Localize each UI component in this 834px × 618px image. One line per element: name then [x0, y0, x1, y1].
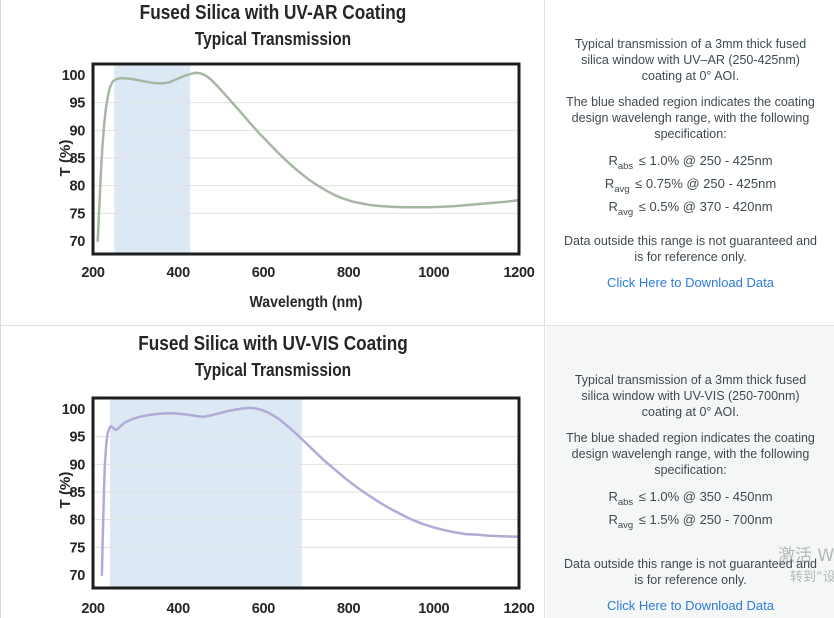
x-axis-tick-label: 1200 [503, 601, 534, 617]
panel-note: Data outside this range is not guarantee… [564, 557, 817, 588]
x-axis-label: Wavelength (nm) [249, 294, 363, 311]
spec-line: Rabs ≤ 1.0% @ 250 - 425nm [608, 153, 773, 172]
uv-vis-chart: Fused Silica with UV-VIS Coating Typical… [1, 326, 545, 618]
chart-subtitle: Typical Transmission [194, 29, 352, 49]
y-axis-tick-label: 90 [69, 123, 85, 139]
spec-line: Rabs ≤ 1.0% @ 350 - 450nm [608, 489, 773, 508]
uv-ar-transmission-plot: 70 75 80 85 90 95 100 200 400 600 800 1000 1200 [62, 62, 535, 281]
plot-frame [91, 62, 521, 256]
x-axis-tick-label: 400 [167, 601, 191, 617]
y-axis-tick-label: 70 [69, 234, 85, 250]
uv-ar-description-panel: Typical transmission of a 3mm thick fuse… [546, 0, 834, 325]
section-uv-ar: Fused Silica with UV-AR Coating Typical … [1, 0, 834, 326]
spec-line: Ravg ≤ 1.5% @ 250 - 700nm [608, 512, 773, 531]
spec-list: Rabs ≤ 1.0% @ 250 - 425nm Ravg ≤ 0.75% @ … [560, 152, 821, 221]
transmission-curve [96, 71, 521, 243]
x-axis-tick-label: 1200 [503, 265, 534, 281]
y-axis-tick-label: 100 [62, 68, 86, 84]
x-axis-tick-label: 200 [81, 265, 105, 281]
chart-title: Fused Silica with UV-AR Coating [139, 2, 407, 24]
spec-list: Rabs ≤ 1.0% @ 350 - 450nm Ravg ≤ 1.5% @ 2… [560, 488, 821, 534]
y-axis-tick-label: 70 [69, 568, 85, 584]
panel-paragraph: Typical transmission of a 3mm thick fuse… [574, 37, 807, 83]
uv-ar-chart: Fused Silica with UV-AR Coating Typical … [1, 0, 545, 325]
x-axis-tick-label: 200 [81, 601, 105, 617]
panel-paragraph: The blue shaded region indicates the coa… [566, 431, 815, 477]
y-axis-tick-label: 80 [69, 513, 85, 529]
windows-activation-watermark-line2: 转到“设置”以激活 Windows。 [790, 570, 834, 585]
spec-line: Ravg ≤ 0.75% @ 250 - 425nm [604, 176, 777, 195]
x-axis-tick-label: 1000 [418, 601, 449, 617]
x-axis-tick-label: 600 [252, 265, 276, 281]
transmission-curve [100, 406, 521, 577]
chart-title: Fused Silica with UV-VIS Coating [138, 333, 408, 355]
y-axis-tick-label: 75 [69, 206, 85, 222]
y-axis-tick-label: 95 [69, 430, 85, 446]
chart-subtitle: Typical Transmission [194, 360, 352, 380]
y-axis-tick-label: 85 [69, 151, 85, 167]
x-axis-tick-label: 800 [337, 601, 361, 617]
y-axis-tick-label: 100 [62, 402, 86, 418]
y-axis-tick-label: 85 [69, 485, 85, 501]
download-data-link[interactable]: Click Here to Download Data [607, 275, 774, 291]
x-axis-tick-label: 1000 [418, 265, 449, 281]
design-range-shade [114, 65, 191, 253]
x-axis-tick-label: 600 [252, 601, 276, 617]
uv-vis-transmission-plot: 70 75 80 85 90 95 100 200 400 600 800 1000 1200 [62, 396, 535, 617]
x-axis-tick-label: 400 [167, 265, 191, 281]
y-axis-tick-label: 75 [69, 540, 85, 556]
panel-note: Data outside this range is not guarantee… [564, 234, 817, 265]
y-axis-tick-label: 80 [69, 179, 85, 195]
windows-activation-watermark-line1: 激活 Windows [778, 546, 834, 566]
uv-vis-description-panel: Typical transmission of a 3mm thick fuse… [546, 326, 834, 618]
x-axis-tick-label: 800 [337, 265, 361, 281]
spec-line: Ravg ≤ 0.5% @ 370 - 420nm [608, 199, 773, 218]
download-data-link[interactable]: Click Here to Download Data [607, 598, 774, 614]
plot-frame [91, 396, 521, 590]
panel-paragraph: The blue shaded region indicates the coa… [566, 95, 815, 141]
y-axis-tick-label: 95 [69, 96, 85, 112]
y-axis-tick-label: 90 [69, 457, 85, 473]
panel-paragraph: Typical transmission of a 3mm thick fuse… [574, 373, 807, 419]
design-range-shade [110, 399, 302, 587]
section-uv-vis: Fused Silica with UV-VIS Coating Typical… [1, 326, 834, 618]
